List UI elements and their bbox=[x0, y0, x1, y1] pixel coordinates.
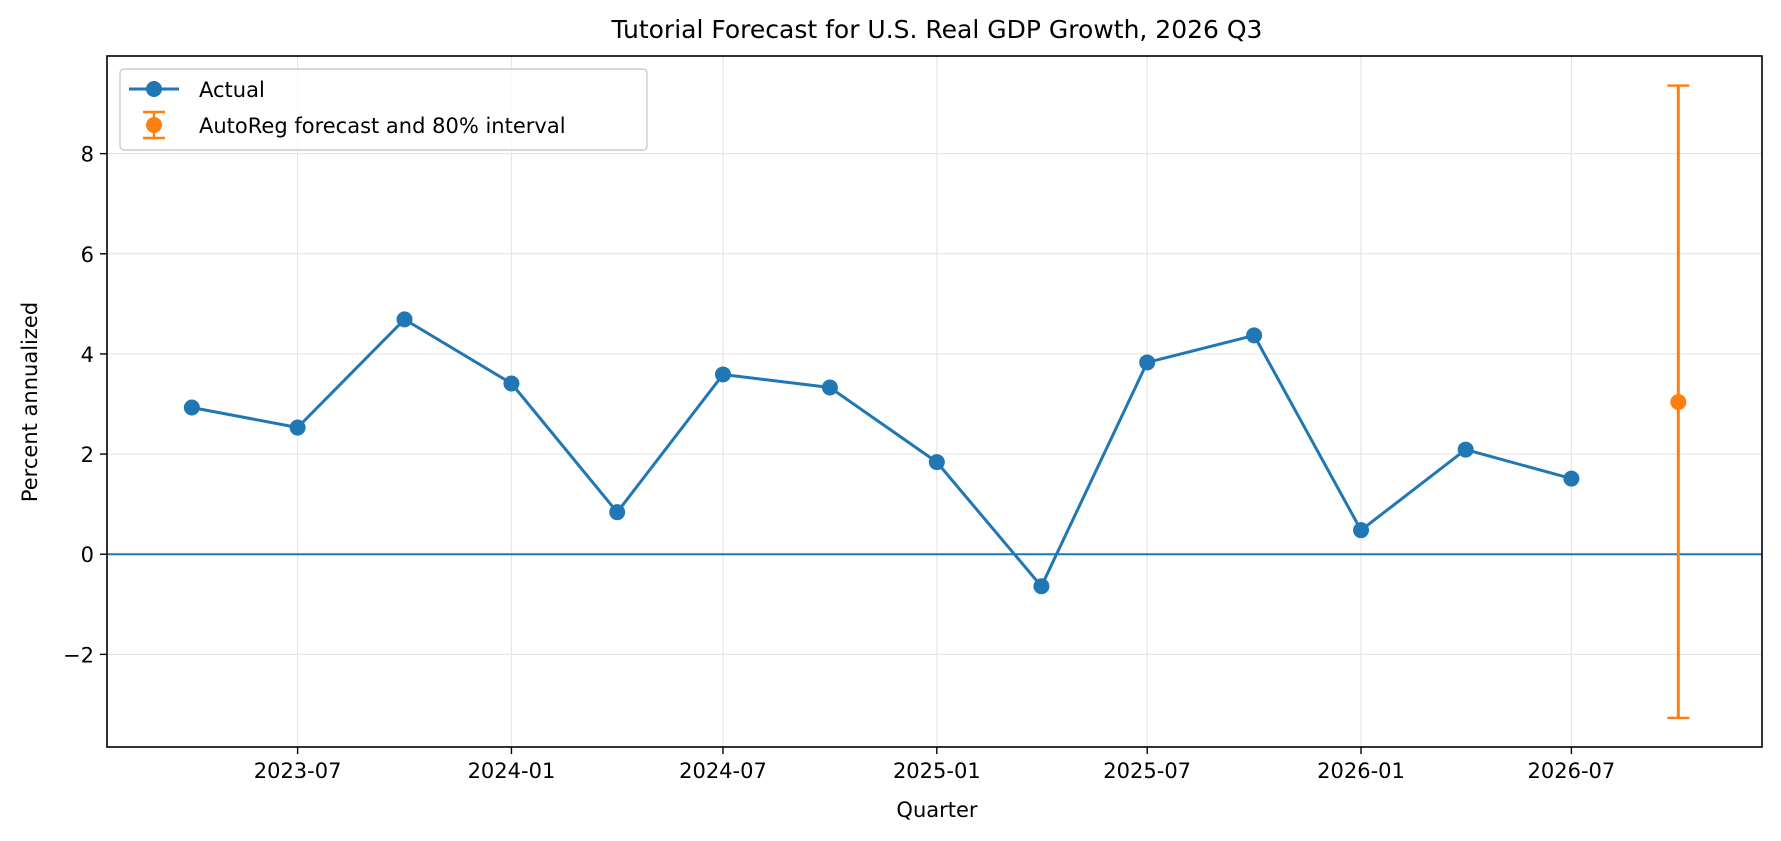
data-point-actual bbox=[928, 454, 945, 471]
legend-frame bbox=[119, 68, 648, 151]
y-tick-label: 8 bbox=[81, 143, 94, 167]
data-point-actual bbox=[1353, 522, 1370, 539]
data-point-actual bbox=[1033, 578, 1050, 595]
data-point-actual bbox=[714, 366, 731, 383]
chart-title: Tutorial Forecast for U.S. Real GDP Grow… bbox=[611, 15, 1263, 44]
data-point-actual bbox=[609, 504, 626, 521]
x-tick-label: 2024-01 bbox=[468, 759, 556, 783]
legend-forecast-marker bbox=[146, 117, 162, 133]
forecast-layer bbox=[1667, 84, 1690, 720]
legend: Actual AutoReg forecast and 80% interval bbox=[119, 68, 648, 151]
series-line-actual bbox=[191, 317, 1572, 588]
y-tick-label: 2 bbox=[81, 443, 94, 467]
x-tick-label: 2025-01 bbox=[893, 759, 981, 783]
y-axis-label: Percent annualized bbox=[18, 302, 42, 502]
series-layer bbox=[183, 311, 1580, 595]
data-point-actual bbox=[821, 379, 838, 396]
x-tick-label: 2025-07 bbox=[1103, 759, 1191, 783]
data-point-actual bbox=[1139, 354, 1156, 371]
data-point-actual bbox=[1246, 327, 1263, 344]
grid-lines bbox=[107, 56, 1762, 747]
y-tick-label: 0 bbox=[81, 543, 94, 567]
forecast-point bbox=[1670, 394, 1687, 411]
x-tick-label: 2026-01 bbox=[1317, 759, 1405, 783]
x-tick-label: 2026-07 bbox=[1528, 759, 1616, 783]
legend-forecast-label: AutoReg forecast and 80% interval bbox=[199, 114, 566, 138]
data-point-actual bbox=[1563, 470, 1580, 487]
y-tick-label: 4 bbox=[81, 343, 94, 367]
data-point-actual bbox=[289, 419, 306, 436]
y-axis-ticks: −2 0 2 4 6 8 bbox=[63, 143, 107, 667]
data-point-actual bbox=[183, 399, 200, 416]
plot-frame bbox=[106, 55, 1763, 748]
x-axis-ticks: 2023-07 2024-01 2024-07 2025-01 2025-07 2026-… bbox=[254, 747, 1616, 783]
data-point-actual bbox=[503, 375, 520, 392]
y-tick-label: −2 bbox=[63, 643, 94, 667]
x-tick-label: 2023-07 bbox=[254, 759, 342, 783]
x-tick-label: 2024-07 bbox=[679, 759, 767, 783]
x-axis-label: Quarter bbox=[896, 798, 977, 822]
data-point-actual bbox=[1457, 441, 1474, 458]
legend-actual-marker bbox=[146, 81, 162, 97]
legend-actual-label: Actual bbox=[199, 78, 265, 102]
data-point-actual bbox=[396, 311, 413, 328]
y-tick-label: 6 bbox=[81, 243, 94, 267]
